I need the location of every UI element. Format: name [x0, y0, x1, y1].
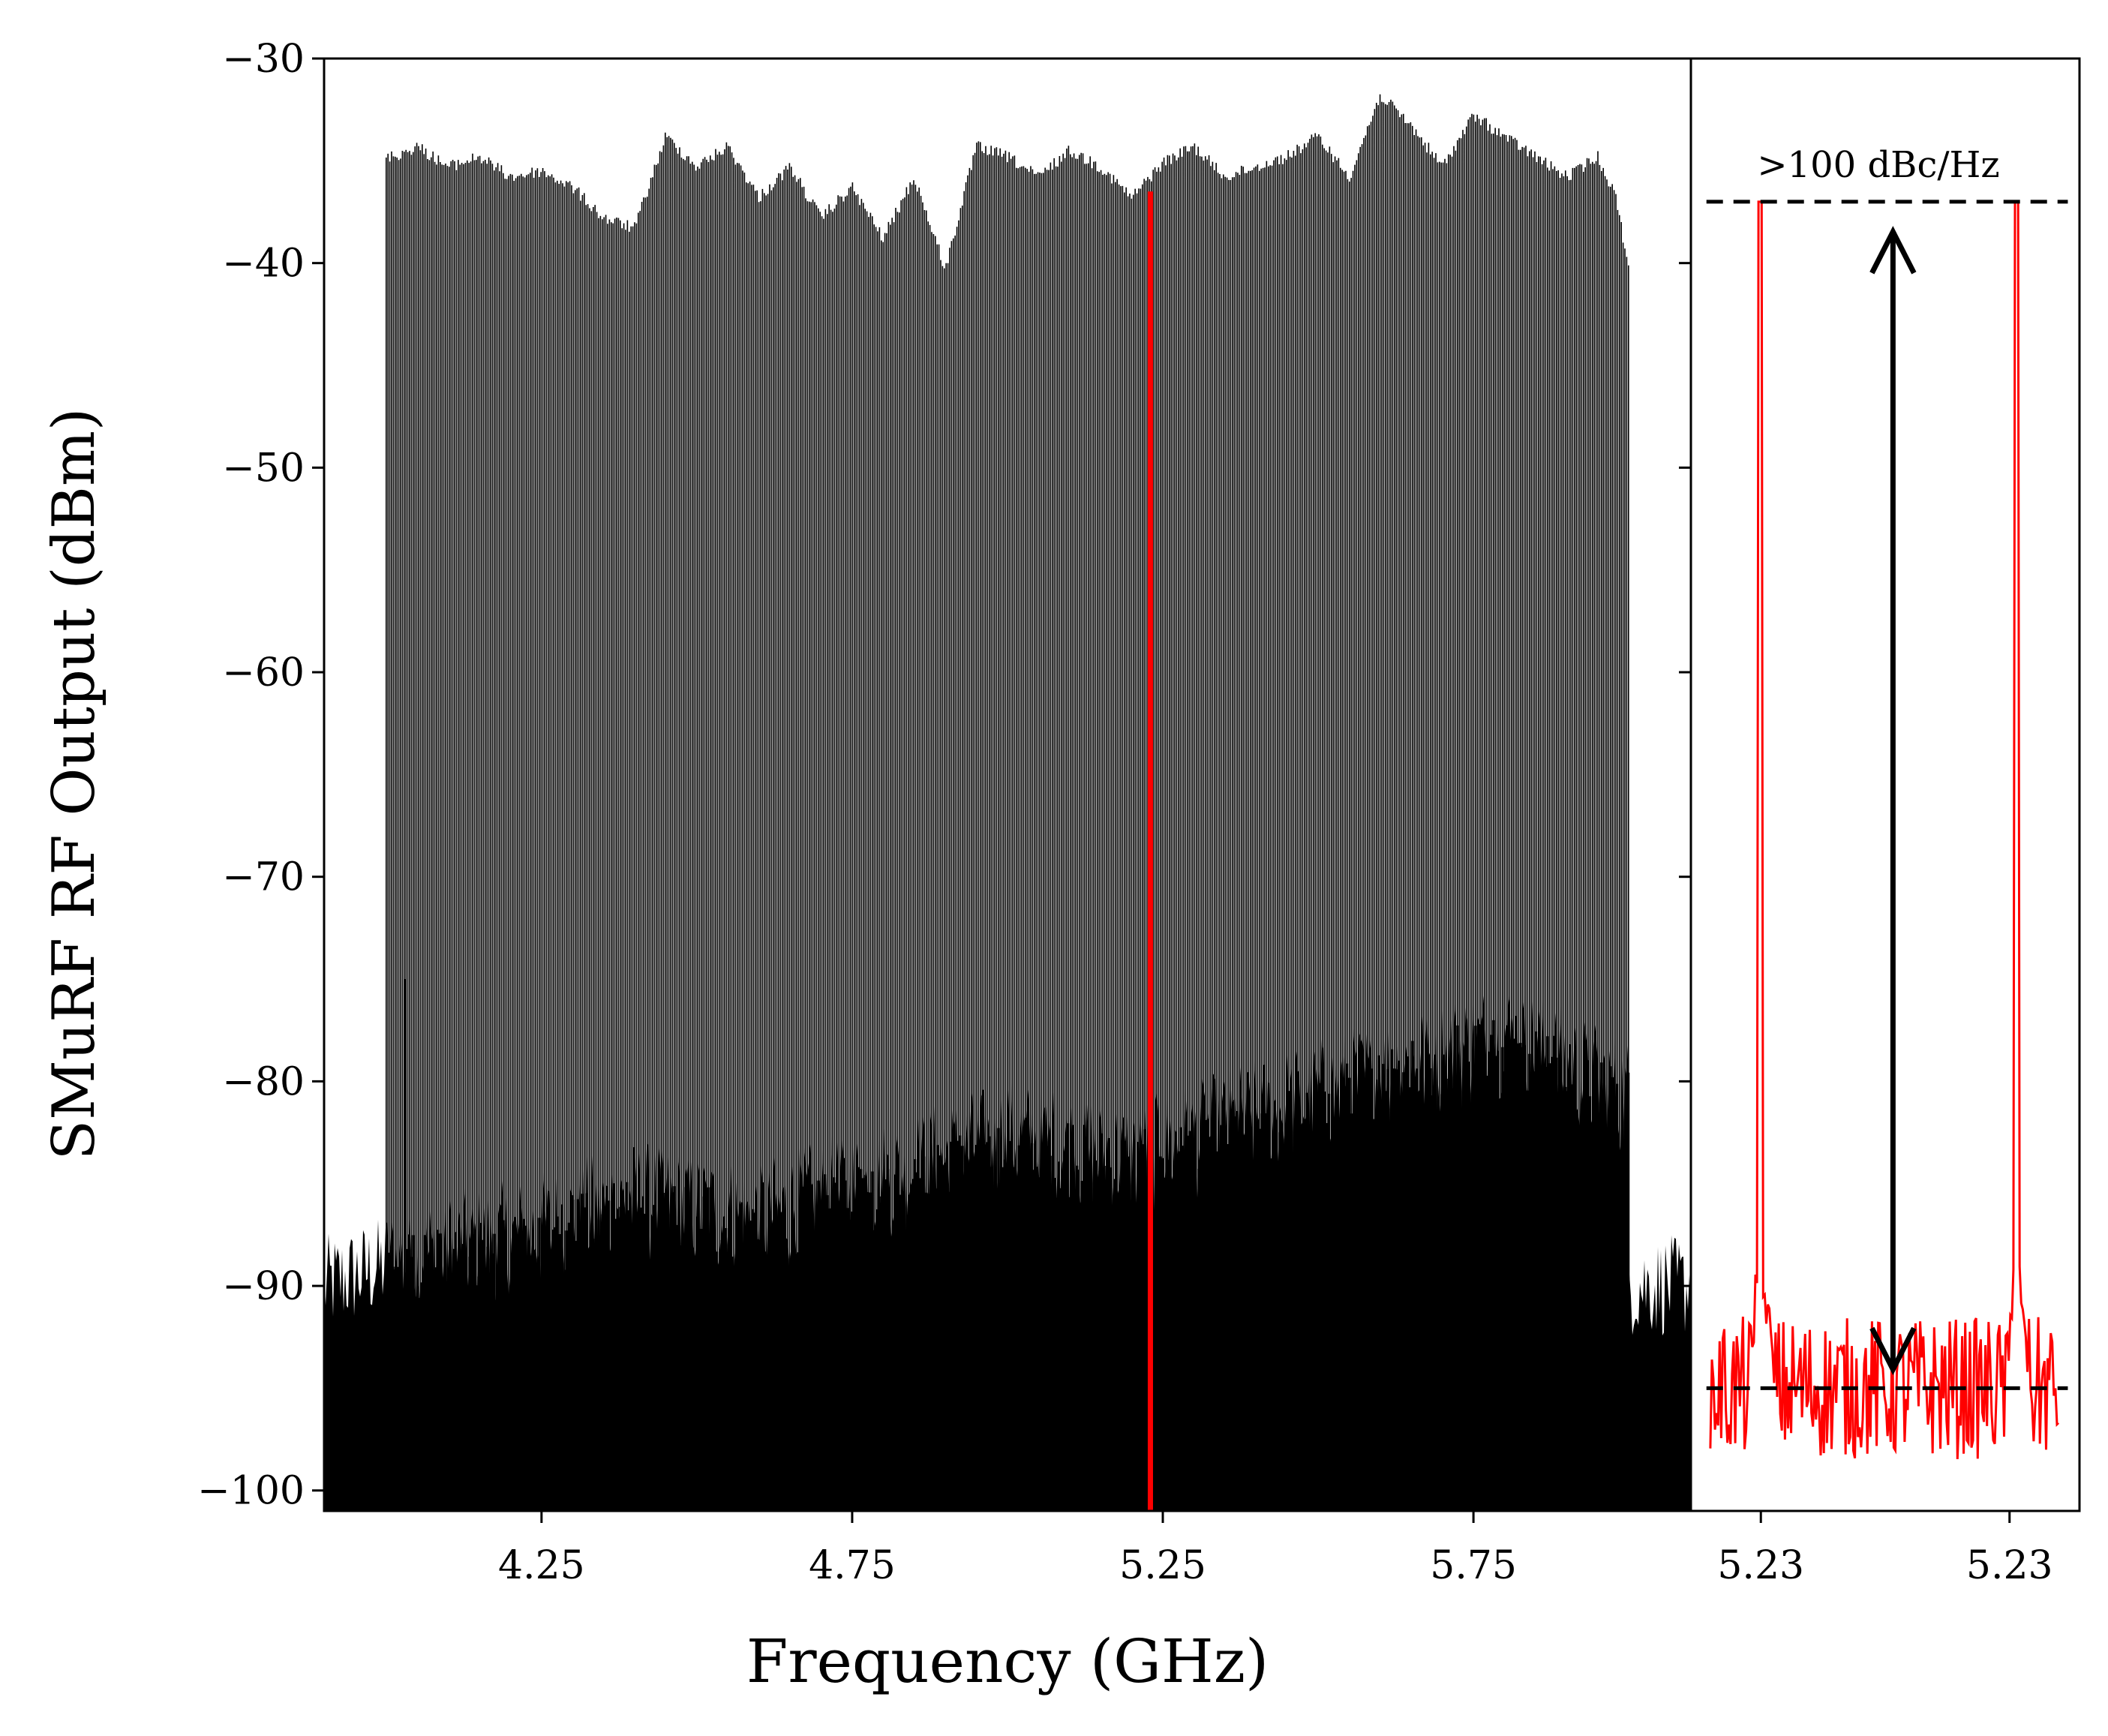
main-x-ticks: 4.25 4.75 5.25 5.75: [498, 1511, 1517, 1588]
inset-x-tick-label: 5.23: [1966, 1543, 2053, 1588]
inset-spectrum: [1709, 200, 2060, 1460]
y-tick-label: −70: [222, 855, 305, 900]
y-tick-label: −40: [222, 242, 305, 287]
x-tick-label: 4.75: [809, 1543, 896, 1588]
main-spectrum-panel: −30 −40 −50 −60 −70 −80 −90 −100 4.25 4.75 5.25 5.…: [197, 37, 1692, 1588]
inset-plot-area: [1706, 200, 2068, 1460]
main-plot-area: [324, 94, 1691, 1511]
tone-comb: [386, 94, 1629, 1511]
dbc-annotation: >100 dBc/Hz: [1757, 144, 1999, 186]
y-tick-label: −80: [222, 1059, 305, 1104]
inset-x-ticks: 5.23 5.23: [1717, 1511, 2053, 1588]
arrow-head-up: [1869, 226, 1917, 275]
y-tick-label: −60: [222, 650, 305, 695]
y-tick-label: −90: [222, 1264, 305, 1309]
y-tick-label: −50: [222, 446, 305, 491]
main-y-ticks: −30 −40 −50 −60 −70 −80 −90 −100: [197, 37, 1691, 1514]
inset-zoom-panel: 5.23 5.23 >100 dBc/Hz: [1689, 57, 2081, 1588]
x-tick-label: 5.75: [1430, 1543, 1517, 1588]
x-tick-label: 4.25: [498, 1543, 585, 1588]
inset-axes-frame: [1689, 57, 2081, 1512]
x-tick-label: 5.25: [1119, 1543, 1206, 1588]
arrow-head-down: [1869, 1326, 1917, 1376]
y-axis-title: SMuRF RF Output (dBm): [41, 408, 108, 1161]
y-tick-label: −100: [197, 1469, 305, 1514]
y-tick-label: −30: [222, 37, 305, 82]
x-axis-title: Frequency (GHz): [746, 1626, 1269, 1696]
inset-x-tick-label: 5.23: [1717, 1543, 1804, 1588]
tone-comb-base: [385, 1016, 1630, 1511]
